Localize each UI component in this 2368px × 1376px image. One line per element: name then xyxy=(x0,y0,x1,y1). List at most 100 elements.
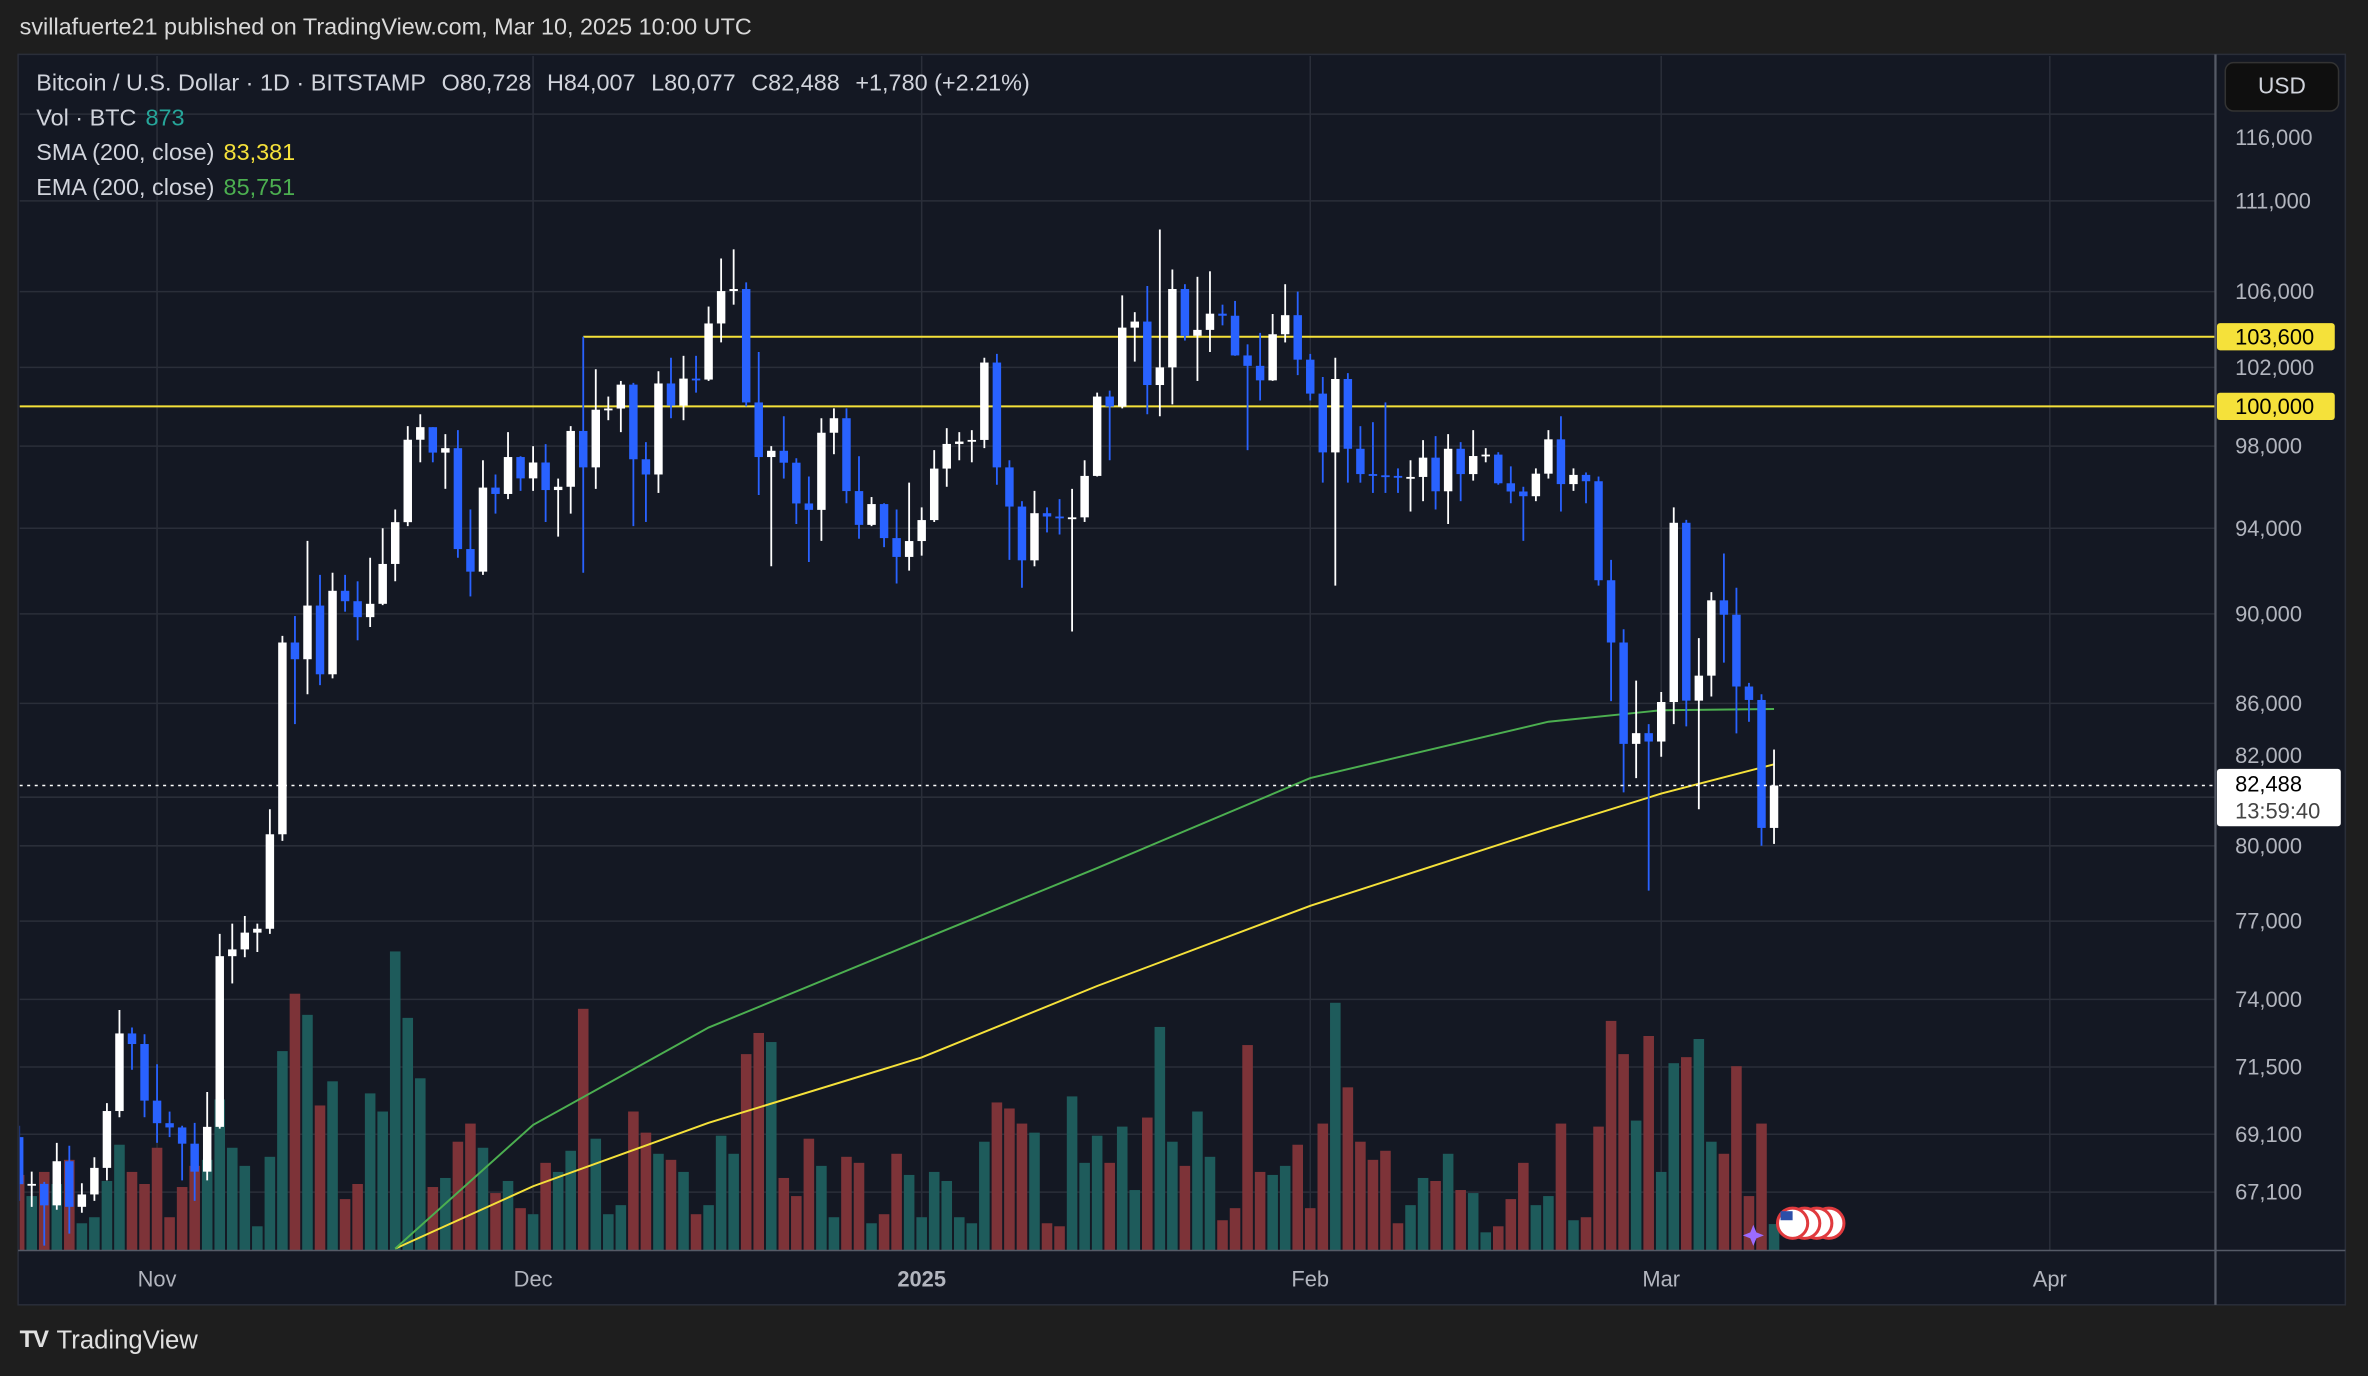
candle-body xyxy=(541,462,550,491)
candle-body xyxy=(1732,614,1741,687)
tradingview-logo[interactable]: TV TradingView xyxy=(20,1326,198,1356)
candle-body xyxy=(1356,448,1365,475)
volume-legend[interactable]: Vol · BTC 873 xyxy=(36,106,193,133)
volume-bar xyxy=(1066,1096,1078,1251)
candle xyxy=(1757,694,1766,846)
candle-body xyxy=(654,383,663,475)
volume-bar xyxy=(878,1214,890,1251)
volume-bar xyxy=(828,1217,840,1251)
volume-bar xyxy=(928,1171,940,1251)
candle xyxy=(1230,300,1240,356)
volume-bar xyxy=(740,1054,752,1251)
candle xyxy=(1506,466,1516,504)
candle xyxy=(767,446,776,567)
candle xyxy=(416,414,425,463)
candle xyxy=(792,458,801,525)
candle-body xyxy=(967,439,977,442)
candle-body xyxy=(140,1044,149,1101)
candle xyxy=(102,1103,112,1181)
price-axis-label: 111,000 xyxy=(2235,188,2311,213)
candle-body xyxy=(428,427,438,453)
candle xyxy=(1443,434,1453,525)
candle xyxy=(566,426,575,514)
volume-bar xyxy=(715,1135,727,1251)
volume-bar xyxy=(1004,1108,1015,1251)
candle xyxy=(1494,452,1503,485)
volume-bar xyxy=(1217,1220,1228,1251)
candle xyxy=(553,478,563,537)
candle xyxy=(1280,284,1290,343)
price-axis-label: 82,000 xyxy=(2235,743,2302,768)
volume-bar xyxy=(1467,1193,1479,1251)
candle xyxy=(779,416,789,479)
ema-legend[interactable]: EMA (200, close) 85,751 xyxy=(36,175,304,202)
candle xyxy=(754,351,763,495)
candle xyxy=(1067,488,1077,632)
currency-button[interactable]: USD xyxy=(2224,61,2340,112)
sma-legend[interactable]: SMA (200, close) 83,381 xyxy=(36,140,304,167)
price-axis-label: 116,000 xyxy=(2235,125,2312,150)
candle-body xyxy=(716,291,726,324)
countdown-label: 13:59:40 xyxy=(2235,799,2320,824)
candle-body xyxy=(215,956,224,1127)
volume-bar xyxy=(577,1008,589,1251)
candle-body xyxy=(478,487,488,572)
candle xyxy=(879,503,889,548)
volume-bar xyxy=(402,1017,414,1251)
volume-bar xyxy=(803,1138,815,1251)
volume-bar xyxy=(176,1187,188,1251)
volume-bar xyxy=(201,1159,213,1251)
volume-bar xyxy=(565,1150,576,1251)
price-axis-label: 86,000 xyxy=(2235,691,2302,716)
volume-bar xyxy=(314,1105,326,1251)
published-caption: svillafuerte21 published on TradingView.… xyxy=(19,15,752,41)
candle-body xyxy=(152,1100,162,1124)
candle xyxy=(466,509,475,597)
candle-body xyxy=(19,1137,24,1185)
candle-body xyxy=(303,605,312,660)
volume-bar xyxy=(1417,1177,1429,1251)
candle-body xyxy=(1255,365,1265,381)
volume-bar xyxy=(903,1174,915,1251)
candle xyxy=(27,1171,36,1207)
volume-bar xyxy=(252,1226,263,1251)
candle xyxy=(453,430,463,558)
candle xyxy=(428,427,438,463)
volume-bar xyxy=(1405,1205,1416,1251)
candle xyxy=(165,1111,174,1138)
volume-bar xyxy=(665,1159,677,1251)
candle xyxy=(1631,680,1641,779)
volume-bar xyxy=(778,1177,790,1251)
candle xyxy=(654,371,663,493)
candle xyxy=(1168,269,1177,405)
sma-label: SMA (200, close) xyxy=(36,140,215,167)
candle xyxy=(1042,507,1052,533)
candle-body xyxy=(879,504,889,539)
candle-body xyxy=(754,402,763,458)
candle-body xyxy=(616,384,626,409)
candle-body xyxy=(1544,439,1553,474)
volume-bar xyxy=(1041,1223,1053,1251)
candle xyxy=(19,1125,24,1201)
candle-body xyxy=(1331,378,1340,453)
volume-bar xyxy=(590,1138,602,1251)
candle-body xyxy=(403,439,412,523)
candle xyxy=(904,482,914,571)
candle xyxy=(115,1010,124,1118)
candle xyxy=(1118,295,1127,409)
volume-bar xyxy=(953,1217,965,1251)
candle xyxy=(1732,587,1741,734)
symbol-title[interactable]: Bitcoin / U.S. Dollar · 1D · BITSTAMP xyxy=(36,70,427,97)
candle-body xyxy=(90,1167,99,1195)
volume-bar xyxy=(1029,1132,1040,1251)
candle xyxy=(1218,304,1227,326)
volume-bar xyxy=(628,1111,639,1251)
volume-bar xyxy=(966,1223,978,1251)
candle-body xyxy=(40,1183,49,1206)
price-axis-label: 71,500 xyxy=(2235,1055,2302,1080)
candle-body xyxy=(27,1183,36,1186)
candle xyxy=(1569,468,1578,491)
volume-bar xyxy=(377,1111,388,1251)
candle-body xyxy=(1431,457,1440,492)
